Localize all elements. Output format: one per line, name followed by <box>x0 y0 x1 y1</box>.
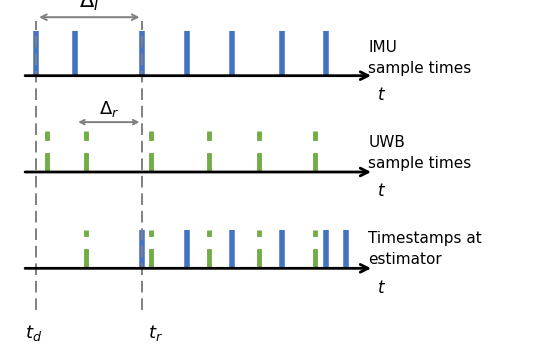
Text: $\Delta_r$: $\Delta_r$ <box>99 99 119 119</box>
Text: IMU
sample times: IMU sample times <box>368 41 472 76</box>
Text: $t_r$: $t_r$ <box>148 323 163 343</box>
Text: $t$: $t$ <box>377 279 386 297</box>
Text: $t_d$: $t_d$ <box>25 323 42 343</box>
Text: UWB
sample times: UWB sample times <box>368 135 472 171</box>
Text: $t$: $t$ <box>377 182 386 200</box>
Text: Timestamps at
estimator: Timestamps at estimator <box>368 232 482 267</box>
Text: $\Delta_I$: $\Delta_I$ <box>79 0 99 13</box>
Text: $t$: $t$ <box>377 86 386 104</box>
